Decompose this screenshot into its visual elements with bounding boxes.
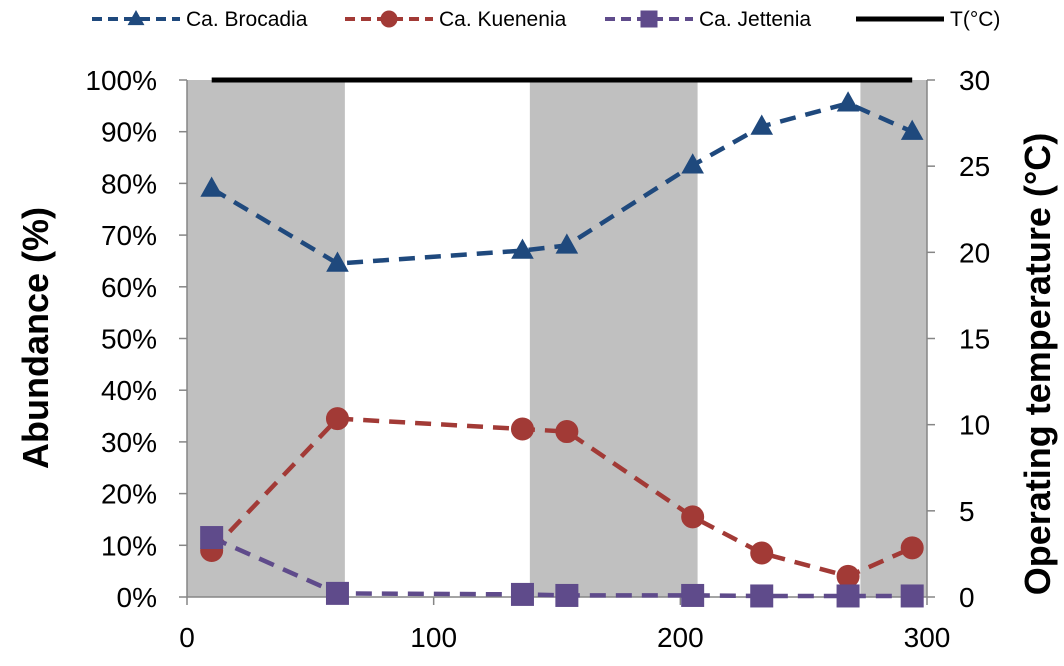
x-tick-label: 200 [657,622,704,653]
y-tick-label: 10% [101,530,157,561]
data-point [325,407,349,431]
y2-tick-label: 5 [959,496,975,527]
y-tick-label: 60% [101,272,157,303]
x-tick-label: 0 [179,622,195,653]
axes: 0% 10% 20% 30% 40% 50% 60% 70% 80% 90% 100% 0 5 10 15 2… [85,65,990,653]
series-0 [200,91,924,272]
data-point [555,583,579,607]
y2-tick-label: 30 [959,65,990,96]
y-tick-label: 40% [101,375,157,406]
legend-swatch-marker [380,10,398,28]
legend-label: Ca. Brocadia [186,8,308,31]
data-point [200,176,223,197]
y-axis-title: Abundance (%) [15,207,56,469]
y-tick-label: 30% [101,427,157,458]
series-2 [200,526,924,608]
legend-item-1: Ca. Kuenenia [345,8,567,31]
legend-label: T(°C) [950,8,1000,31]
x-tick-label: 100 [410,622,457,653]
data-point [326,251,349,272]
y-tick-label: 20% [101,479,157,510]
legend-label: Ca. Jettenia [699,8,811,31]
y2-axis-title: Operating temperature (°C) [1017,133,1058,595]
data-point [325,581,349,605]
data-point [836,564,860,588]
legend: Ca. Brocadia Ca. Kuenenia Ca. Jettenia T(°C… [92,8,1000,31]
series-line [210,535,913,599]
series-line [210,100,914,266]
data-point [750,541,774,565]
y-tick-label: 80% [101,168,157,199]
y-tick-label: 50% [101,324,157,355]
x-tick-label: 300 [904,622,951,653]
data-point [750,114,774,135]
legend-swatch-marker [640,10,658,28]
y-tick-label: 90% [101,117,157,148]
data-point [900,119,924,140]
data-point [900,584,924,608]
shaded-band-2 [860,80,927,597]
data-point [681,583,705,607]
y2-tick-label: 15 [959,324,990,355]
y2-tick-label: 20 [959,237,990,268]
series-1 [200,407,924,588]
series-layer [200,77,924,608]
data-point [836,584,860,608]
y-tick-label: 70% [101,220,157,251]
shaded-band-0 [187,80,345,597]
data-point [510,417,534,441]
data-point [510,582,534,606]
y-tick-label: 0% [117,582,157,613]
data-point [900,536,924,560]
data-point [750,584,774,608]
y-tick-label: 100% [85,65,157,96]
series-line [210,416,914,579]
legend-item-2: Ca. Jettenia [605,8,811,31]
legend-label: Ca. Kuenenia [439,8,567,31]
data-point [511,238,534,259]
y2-tick-label: 10 [959,410,990,441]
shaded-regions [187,80,927,597]
legend-item-0: Ca. Brocadia [92,8,308,31]
y2-tick-label: 25 [959,151,990,182]
data-point [555,420,579,444]
shaded-band-1 [529,80,698,597]
legend-swatch-marker [127,9,145,26]
data-point [836,91,860,112]
data-point [681,153,704,174]
legend-item-3: T(°C) [856,8,1000,31]
data-point [200,526,224,550]
data-point [681,505,705,529]
data-point [555,233,579,254]
y2-tick-label: 0 [959,582,975,613]
